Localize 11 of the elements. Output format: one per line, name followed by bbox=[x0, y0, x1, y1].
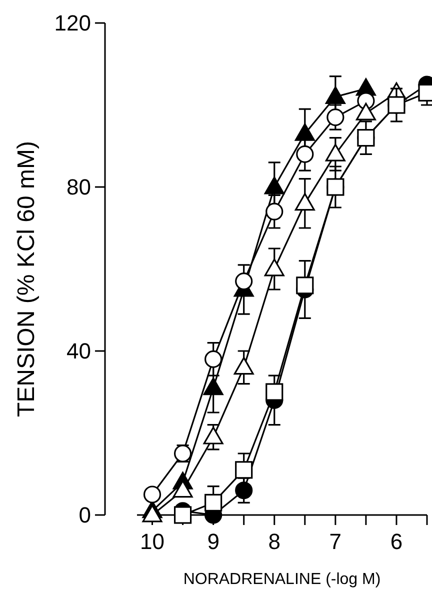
y-tick-label: 80 bbox=[66, 174, 91, 200]
y-tick-label: 40 bbox=[66, 338, 91, 364]
y-tick-label: 0 bbox=[78, 502, 91, 528]
x-tick-label: 8 bbox=[268, 529, 280, 554]
y-tick-label: 120 bbox=[54, 10, 91, 36]
x-tick-label: 9 bbox=[207, 529, 220, 554]
x-tick-label: 10 bbox=[140, 529, 165, 554]
x-axis-title: NORADRENALINE (-log M) bbox=[183, 571, 381, 588]
x-tick-label: 6 bbox=[390, 529, 403, 554]
y-axis-title: TENSION (% KCl 60 mM) bbox=[13, 140, 40, 418]
x-tick-label: 7 bbox=[329, 529, 342, 554]
